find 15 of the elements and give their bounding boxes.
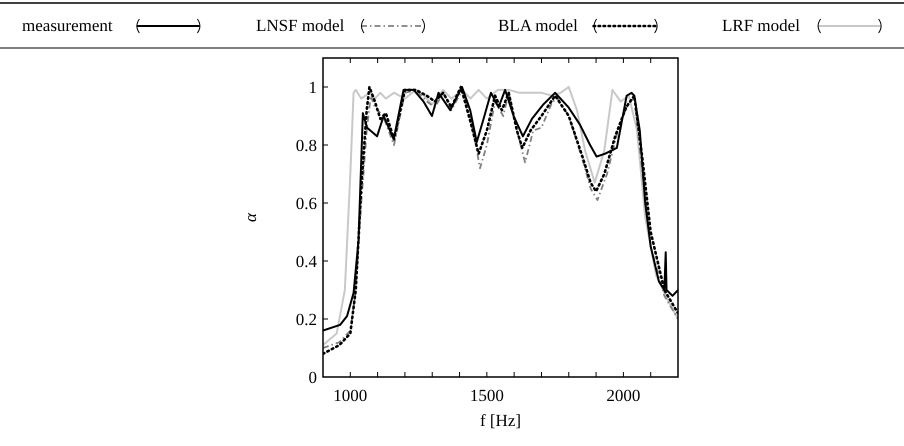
x-tick-label: 2000 — [606, 386, 640, 405]
legend-label: LRF model — [722, 16, 800, 35]
legend-label: BLA model — [498, 16, 578, 35]
y-axis-title: α — [241, 212, 260, 222]
legend-label: measurement — [22, 16, 113, 35]
legend-label: LNSF model — [256, 16, 345, 35]
y-tick-label: 1 — [308, 78, 317, 97]
y-tick-label: 0.8 — [296, 136, 317, 155]
y-tick-label: 0.4 — [296, 252, 318, 271]
x-tick-label: 1000 — [333, 386, 368, 405]
y-tick-label: 0.2 — [296, 310, 317, 329]
y-tick-label: 0 — [308, 368, 317, 387]
y-tick-label: 0.6 — [296, 194, 317, 213]
x-axis-title: f [Hz] — [480, 411, 522, 430]
x-tick-label: 1500 — [470, 386, 504, 405]
